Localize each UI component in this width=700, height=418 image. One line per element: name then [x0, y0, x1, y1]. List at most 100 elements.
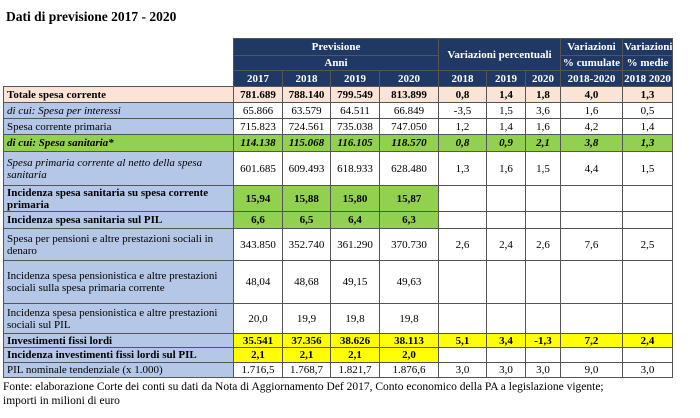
cell-value: 20,0: [233, 303, 283, 334]
cell-value: 15,94: [233, 185, 283, 212]
cell-value: 3,0: [486, 362, 526, 378]
table-row: Incidenza spesa pensionistica e altre pr…: [3, 260, 673, 304]
table-row: Spesa corrente primaria 715.823 724.561 735…: [3, 118, 673, 135]
empty-cell: [525, 260, 561, 304]
cell-value: 0,5: [622, 102, 673, 119]
cell-value: 3,0: [622, 362, 673, 378]
cell-value: 1,8: [525, 86, 561, 103]
cell-value: 1,5: [525, 151, 561, 186]
empty-cell: [486, 347, 526, 363]
cell-value: 0,9: [486, 134, 526, 152]
empty-cell: [560, 211, 623, 229]
row-label: Incidenza spesa sanitaria sul PIL: [3, 211, 234, 229]
row-label: Spesa corrente primaria: [3, 118, 234, 135]
header-cell: 2019: [486, 70, 526, 87]
empty-cell: [622, 185, 673, 212]
cell-value: 724.561: [282, 118, 331, 135]
header-cell: 2018: [438, 70, 487, 87]
cell-value: 618.933: [330, 151, 380, 186]
cell-value: 0,8: [438, 134, 487, 152]
table-row: di cui: Spesa sanitaria* 114.138 115.068 11…: [3, 134, 673, 152]
row-label: Incidenza spesa sanitaria su spesa corre…: [3, 185, 234, 212]
cell-value: 715.823: [233, 118, 283, 135]
row-label: di cui: Spesa per interessi: [3, 102, 234, 119]
cell-value: 1,6: [525, 118, 561, 135]
header-row: 2017 2018 2019 2020 2018 2019 2020 2018-2020 201…: [4, 70, 673, 87]
table-row: Investimenti fissi lordi 35.541 37.356 38.6…: [3, 333, 673, 348]
table-row: Incidenza spesa pensionistica e altre pr…: [3, 303, 673, 334]
table-row: Totale spesa corrente 781.689 788.140 799.5…: [3, 86, 673, 103]
header-cell: 2018: [282, 70, 331, 87]
table-row: di cui: Spesa per interessi 65.866 63.579 6…: [3, 102, 673, 119]
cell-value: 4,0: [560, 86, 623, 103]
header-cell: Variazioni: [622, 38, 673, 56]
cell-value: 3,0: [438, 362, 487, 378]
header-cell: 2020: [379, 70, 439, 87]
cell-value: 1,6: [560, 102, 623, 119]
cell-value: 2,4: [622, 333, 673, 348]
empty-cell: [486, 211, 526, 229]
table-row: Incidenza spesa sanitaria sul PIL 6,6 6,5 6…: [3, 211, 673, 229]
footnote: Fonte: elaborazione Corte dei conti su d…: [3, 380, 604, 408]
header-cell: Anni: [233, 55, 439, 71]
empty-cell: [525, 347, 561, 363]
corner: [3, 38, 234, 87]
cell-value: 15,80: [330, 185, 380, 212]
cell-value: 4,2: [560, 118, 623, 135]
cell-value: 63.579: [282, 102, 331, 119]
cell-value: -3,5: [438, 102, 487, 119]
cell-value: 7,6: [560, 228, 623, 261]
cell-value: 9,0: [560, 362, 623, 378]
cell-value: 37.356: [282, 333, 331, 348]
cell-value: 601.685: [233, 151, 283, 186]
cell-value: 2,5: [622, 228, 673, 261]
cell-value: 2,4: [486, 228, 526, 261]
cell-value: 15,88: [282, 185, 331, 212]
cell-value: 609.493: [282, 151, 331, 186]
empty-cell: [560, 347, 623, 363]
cell-value: 38.626: [330, 333, 380, 348]
cell-value: 1.876,6: [379, 362, 439, 378]
header-cell: Previsione: [233, 38, 439, 56]
cell-value: 3,4: [486, 333, 526, 348]
cell-value: 6,4: [330, 211, 380, 229]
cell-value: 1,4: [622, 118, 673, 135]
cell-value: 1.821,7: [330, 362, 380, 378]
cell-value: 1,6: [486, 151, 526, 186]
cell-value: 7,2: [560, 333, 623, 348]
empty-cell: [525, 185, 561, 212]
header-cell: 2020: [525, 70, 561, 87]
row-label: PIL nominale tendenziale (x 1.000): [3, 362, 234, 378]
cell-value: 343.850: [233, 228, 283, 261]
cell-value: 2,6: [438, 228, 487, 261]
cell-value: -1,3: [525, 333, 561, 348]
header-row: Previsione Variazioni percentuali Variazio…: [3, 38, 673, 87]
cell-value: 6,5: [282, 211, 331, 229]
cell-value: 1.716,5: [233, 362, 283, 378]
empty-cell: [438, 260, 487, 304]
empty-cell: [438, 185, 487, 212]
table-row: Spesa primaria corrente al netto della s…: [3, 151, 673, 186]
cell-value: 116.105: [330, 134, 380, 152]
empty-cell: [438, 211, 487, 229]
cell-value: 19,8: [379, 303, 439, 334]
header-cell: 2018 2020: [622, 70, 673, 87]
cell-value: 1,4: [486, 86, 526, 103]
cell-value: 3,6: [525, 102, 561, 119]
cell-value: 5,1: [438, 333, 487, 348]
header-cell: 2017: [233, 70, 283, 87]
cell-value: 19,9: [282, 303, 331, 334]
row-label: Incidenza spesa pensionistica e altre pr…: [3, 260, 234, 304]
cell-value: 65.866: [233, 102, 283, 119]
cell-value: 6,6: [233, 211, 283, 229]
row-label: Investimenti fissi lordi: [3, 333, 234, 348]
cell-value: 735.038: [330, 118, 380, 135]
footnote-line: Fonte: elaborazione Corte dei conti su d…: [3, 381, 604, 393]
cell-value: 1,3: [438, 151, 487, 186]
cell-value: 66.849: [379, 102, 439, 119]
cell-value: 49,15: [330, 260, 380, 304]
cell-value: 352.740: [282, 228, 331, 261]
cell-value: 813.899: [379, 86, 439, 103]
empty-cell: [486, 303, 526, 334]
cell-value: 747.050: [379, 118, 439, 135]
